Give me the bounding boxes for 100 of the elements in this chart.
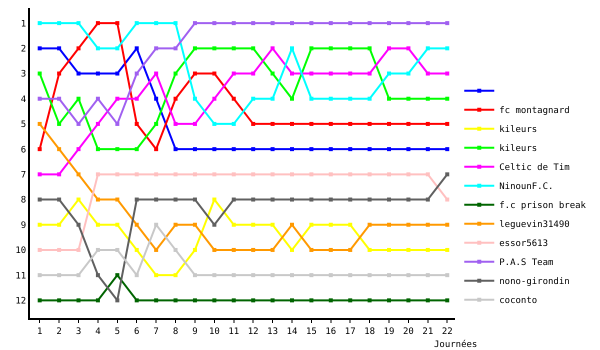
point: [309, 72, 314, 76]
y-tick-label: 5: [20, 120, 26, 130]
point: [154, 198, 158, 202]
point: [348, 122, 352, 126]
point: [270, 172, 275, 176]
point: [38, 122, 42, 126]
point: [290, 248, 294, 252]
y-tick-label: 11: [15, 271, 26, 282]
point: [387, 222, 392, 227]
point: [57, 72, 62, 76]
point: [426, 298, 430, 302]
point: [426, 96, 430, 101]
point: [445, 122, 450, 126]
point: [387, 298, 392, 302]
point: [309, 122, 314, 126]
point: [368, 273, 372, 278]
point: [348, 248, 352, 252]
point: [192, 72, 197, 76]
point: [232, 72, 236, 76]
point: [212, 222, 216, 227]
point: [426, 248, 430, 252]
point: [57, 273, 62, 278]
point: [154, 273, 158, 278]
x-tick-label: 20: [403, 326, 414, 337]
point: [232, 198, 236, 202]
point: [38, 46, 42, 50]
point: [251, 172, 256, 176]
point: [57, 298, 62, 302]
point: [154, 248, 158, 252]
point: [348, 273, 352, 278]
point: [174, 298, 178, 302]
point: [270, 222, 275, 227]
point: [154, 122, 158, 126]
point: [38, 298, 42, 302]
point: [348, 298, 352, 302]
point: [290, 21, 294, 26]
point: [328, 248, 333, 252]
x-tick-label: 14: [286, 326, 298, 337]
point: [251, 122, 256, 126]
point: [76, 46, 81, 50]
x-tick-label: 8: [172, 326, 178, 337]
point: [38, 273, 42, 278]
legend-label: kileurs: [499, 144, 538, 154]
point: [387, 147, 392, 152]
point: [445, 147, 450, 152]
x-tick-label: 7: [153, 326, 159, 337]
point: [445, 172, 450, 176]
point: [174, 248, 178, 252]
point: [290, 46, 294, 50]
y-tick-label: 10: [15, 246, 26, 256]
point: [368, 46, 372, 50]
point: [251, 298, 256, 302]
point: [251, 72, 256, 76]
y-tick-label: 3: [20, 70, 26, 80]
point: [328, 21, 333, 26]
point: [406, 222, 410, 227]
point: [406, 198, 410, 202]
point: [76, 248, 81, 252]
point: [387, 198, 392, 202]
point: [387, 248, 392, 252]
point: [309, 298, 314, 302]
point: [406, 273, 410, 278]
point: [328, 72, 333, 76]
x-tick-label: 1: [36, 326, 42, 337]
point: [192, 273, 197, 278]
x-tick-label: 3: [76, 326, 82, 337]
point: [348, 96, 352, 101]
point: [115, 72, 120, 76]
point: [251, 147, 256, 152]
point: [445, 222, 450, 227]
point: [387, 72, 392, 76]
point: [212, 72, 216, 76]
point: [174, 122, 178, 126]
x-tick-label: 16: [325, 326, 336, 337]
point: [368, 248, 372, 252]
point: [348, 147, 352, 152]
point: [290, 222, 294, 227]
point: [38, 72, 42, 76]
point: [174, 222, 178, 227]
point: [426, 222, 430, 227]
point: [406, 248, 410, 252]
point: [96, 122, 100, 126]
point: [192, 21, 197, 26]
point: [115, 122, 120, 126]
point: [154, 46, 158, 50]
point: [76, 298, 81, 302]
point: [406, 72, 410, 76]
point: [232, 222, 236, 227]
point: [212, 298, 216, 302]
x-tick-label: 13: [267, 326, 278, 337]
point: [348, 72, 352, 76]
point: [348, 46, 352, 50]
point: [57, 172, 62, 176]
point: [328, 298, 333, 302]
point: [368, 198, 372, 202]
point: [96, 21, 100, 26]
point: [57, 96, 62, 101]
x-tick-label: 21: [422, 326, 434, 337]
point: [134, 248, 139, 252]
x-tick-label: 18: [364, 326, 376, 337]
